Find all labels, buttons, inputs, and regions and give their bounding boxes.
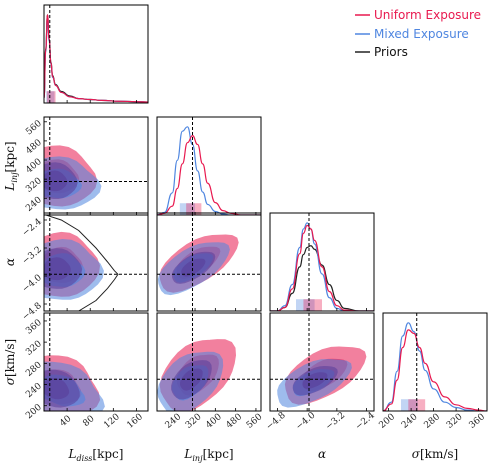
panel-frame-sigma-sigma [382, 312, 488, 412]
y-axis-label-alpha: α [3, 258, 17, 266]
x-tick-label-linj: 560 [245, 412, 265, 431]
marginal-curve-mixed [383, 322, 487, 411]
y-tick-label-linj: 480 [24, 138, 44, 157]
panel-frame-ldiss-linj [43, 116, 149, 216]
x-tick-label-alpha: −4.8 [265, 410, 288, 432]
prior-contour [45, 214, 119, 311]
credible-band-uniform [186, 203, 202, 215]
x-tick-label-ldiss: 80 [81, 414, 96, 429]
fill-layer [44, 91, 426, 411]
marginal-panel-ldiss [46, 91, 56, 103]
credible-band-mixed [296, 299, 315, 311]
contour-overlap-level-2 [180, 368, 203, 391]
joint-panel-ldiss-linj [44, 145, 102, 210]
joint-panel-alpha-sigma [277, 346, 367, 408]
panel-frame-ldiss-sigma [43, 312, 149, 412]
prior-contour-ldiss-alpha [45, 214, 119, 311]
marginal-lines-ldiss [44, 5, 148, 103]
y-axis-label-sigma: σ[km/s] [3, 339, 17, 385]
x-tick-label-linj: 400 [204, 412, 224, 431]
x-axis-label-linj: Linj[kpc] [183, 447, 233, 463]
x-axis-label-sigma: σ[km/s] [412, 447, 458, 461]
marginal-curve-mixed [157, 126, 261, 215]
contour-overlap-level-2 [44, 170, 68, 192]
x-tick-label-ldiss: 120 [102, 412, 122, 431]
credible-band-mixed [400, 399, 418, 411]
y-tick-label-linj: 320 [24, 176, 44, 195]
y-tick-label-sigma: 280 [24, 360, 44, 379]
panel-frame-ldiss-ldiss [43, 4, 149, 104]
x-tick-label-alpha: −4.0 [294, 410, 317, 432]
marginal-curve-uniform [157, 135, 261, 215]
joint-panel-linj-alpha [157, 234, 239, 296]
x-tick-label-sigma: 240 [400, 412, 420, 431]
legend-label-uniform: Uniform Exposure [374, 8, 481, 22]
joint-panel-linj-sigma [157, 339, 237, 411]
x-tick-label-linj: 240 [164, 412, 184, 431]
y-tick-label-alpha: −4.8 [21, 301, 44, 323]
joint-truth-alpha-sigma [270, 313, 374, 411]
credible-band-mixed [46, 91, 55, 103]
y-tick-label-linj: 400 [24, 157, 44, 176]
legend: Uniform Exposure Mixed Exposure Priors [355, 8, 481, 59]
line-layer [44, 5, 487, 411]
y-tick-label-sigma: 320 [24, 339, 44, 358]
joint-truth-ldiss-alpha [44, 213, 148, 311]
marginal-panel-sigma [400, 399, 426, 411]
marginal-lines-linj [157, 117, 261, 215]
marginal-panel-alpha [296, 299, 322, 311]
marginal-curve-uniform [383, 329, 487, 411]
y-axis-label-linj: Linj[kpc] [3, 141, 19, 191]
marginal-panel-linj [179, 203, 202, 215]
y-tick-label-alpha: −2.4 [21, 217, 44, 239]
joint-truth-ldiss-linj [44, 117, 148, 215]
marginal-curve-priors [44, 14, 148, 103]
credible-band-uniform [303, 299, 322, 311]
panel-frame-alpha-alpha [269, 212, 375, 312]
frame-layer [43, 4, 488, 412]
joint-truth-linj-sigma [157, 313, 261, 411]
y-tick-label-sigma: 240 [24, 381, 44, 400]
x-tick-label-ldiss: 40 [58, 414, 73, 429]
marginal-curve-uniform [270, 224, 374, 311]
x-axis-label-alpha: α [318, 447, 326, 461]
y-tick-label-linj: 240 [24, 195, 44, 214]
joint-truth-linj-alpha [157, 213, 261, 311]
panel-frame-ldiss-alpha [43, 212, 149, 312]
panel-frame-linj-linj [156, 116, 262, 216]
panel-frame-linj-alpha [156, 212, 262, 312]
x-tick-label-linj: 480 [225, 412, 245, 431]
panel-frame-alpha-sigma [269, 312, 375, 412]
legend-label-priors: Priors [374, 45, 408, 59]
legend-label-mixed: Mixed Exposure [374, 27, 469, 41]
x-axis-label-ldiss: Ldiss[kpc] [68, 447, 124, 463]
panel-frame-linj-sigma [156, 312, 262, 412]
x-tick-label-alpha: −3.2 [324, 411, 347, 433]
credible-band-uniform [46, 91, 56, 103]
joint-truth-ldiss-sigma [44, 313, 148, 411]
x-tick-label-sigma: 320 [445, 412, 465, 431]
marginal-lines-alpha [270, 213, 374, 311]
credible-band-mixed [179, 203, 196, 215]
x-tick-label-linj: 320 [184, 412, 204, 431]
marginal-lines-sigma [383, 313, 487, 411]
x-tick-label-sigma: 360 [467, 412, 487, 431]
x-tick-label-ldiss: 160 [125, 412, 145, 431]
marginal-curve-uniform [44, 14, 148, 103]
x-tick-label-alpha: −2.4 [354, 410, 377, 432]
y-tick-label-alpha: −4.0 [21, 273, 44, 295]
x-tick-label-sigma: 280 [423, 412, 443, 431]
joint-panel-ldiss-alpha [44, 231, 104, 300]
y-tick-label-sigma: 200 [24, 402, 44, 421]
x-tick-label-sigma: 200 [378, 412, 398, 431]
y-tick-label-alpha: −3.2 [21, 245, 44, 267]
y-tick-label-linj: 560 [24, 119, 44, 138]
